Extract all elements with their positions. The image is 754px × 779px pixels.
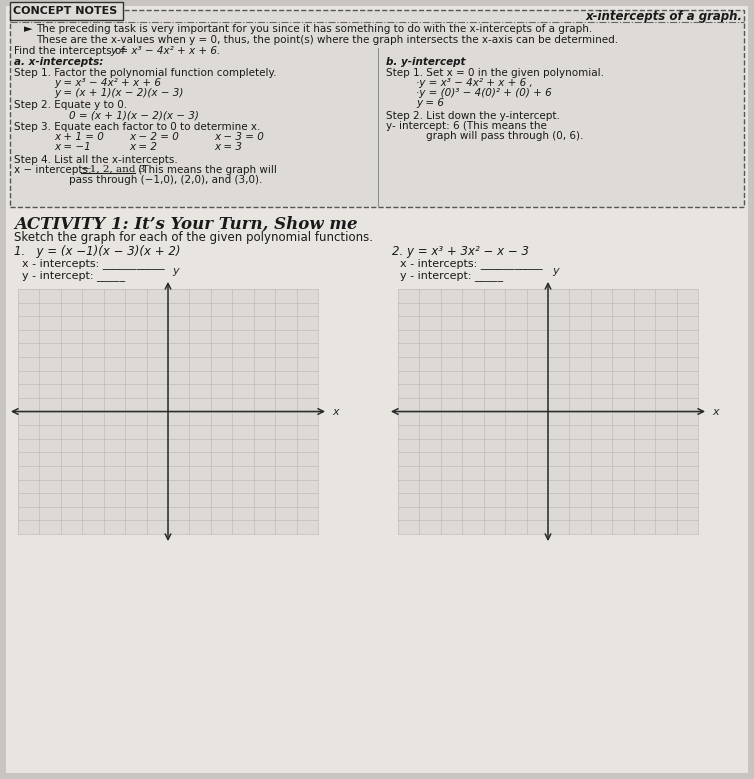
Text: −1, 2, and 3: −1, 2, and 3 bbox=[81, 165, 146, 174]
Text: x + 1 = 0: x + 1 = 0 bbox=[54, 132, 104, 142]
Text: a. x-intercepts:: a. x-intercepts: bbox=[14, 57, 103, 67]
Text: These are the x-values when y = 0, thus, the point(s) where the graph intersects: These are the x-values when y = 0, thus,… bbox=[36, 35, 618, 45]
Text: x − 3 = 0: x − 3 = 0 bbox=[214, 132, 264, 142]
Text: Step 1. Factor the polynomial function completely.: Step 1. Factor the polynomial function c… bbox=[14, 68, 277, 78]
Text: CONCEPT NOTES: CONCEPT NOTES bbox=[13, 6, 118, 16]
Text: y = x³ − 4x² + x + 6: y = x³ − 4x² + x + 6 bbox=[54, 78, 161, 88]
Text: y = 6: y = 6 bbox=[416, 98, 444, 108]
Text: x: x bbox=[712, 407, 719, 417]
Text: ACTIVITY 1: It’s Your Turn, Show me: ACTIVITY 1: It’s Your Turn, Show me bbox=[14, 216, 357, 233]
Bar bbox=[18, 289, 318, 534]
Text: Step 2. List down the y-intercept.: Step 2. List down the y-intercept. bbox=[386, 111, 560, 121]
Bar bbox=[398, 289, 698, 534]
Text: y: y bbox=[172, 266, 179, 276]
Text: ►: ► bbox=[24, 24, 32, 34]
Text: y: y bbox=[552, 266, 559, 276]
Text: x - intercepts: ___________: x - intercepts: ___________ bbox=[22, 258, 164, 269]
Text: ·y = (0)³ − 4(0)² + (0) + 6: ·y = (0)³ − 4(0)² + (0) + 6 bbox=[416, 88, 552, 98]
Text: y = x³ − 4x² + x + 6.: y = x³ − 4x² + x + 6. bbox=[110, 46, 220, 56]
Text: The preceding task is very important for you since it has something to do with t: The preceding task is very important for… bbox=[36, 24, 592, 34]
Bar bbox=[10, 10, 744, 207]
Bar bbox=[10, 2, 123, 20]
Text: Step 4. List all the x-intercepts.: Step 4. List all the x-intercepts. bbox=[14, 155, 178, 165]
Text: Step 1. Set x = 0 in the given polynomial.: Step 1. Set x = 0 in the given polynomia… bbox=[386, 68, 604, 78]
Text: Step 3. Equate each factor to 0 to determine x.: Step 3. Equate each factor to 0 to deter… bbox=[14, 122, 260, 132]
Text: b. y-intercept: b. y-intercept bbox=[386, 57, 465, 67]
Text: x = −1: x = −1 bbox=[54, 142, 90, 152]
Text: x = 2: x = 2 bbox=[129, 142, 157, 152]
Text: Step 2. Equate y to 0.: Step 2. Equate y to 0. bbox=[14, 100, 127, 110]
Text: y - intercept: _____: y - intercept: _____ bbox=[22, 270, 125, 281]
Text: 0 = (x + 1)(x − 2)(x − 3): 0 = (x + 1)(x − 2)(x − 3) bbox=[69, 110, 199, 120]
Text: y = (x + 1)(x − 2)(x − 3): y = (x + 1)(x − 2)(x − 3) bbox=[54, 88, 183, 98]
Text: y - intercept: _____: y - intercept: _____ bbox=[400, 270, 503, 281]
Text: pass through (−1,0), (2,0), and (3,0).: pass through (−1,0), (2,0), and (3,0). bbox=[69, 175, 262, 185]
Text: 1.   y = (x −1)(x − 3)(x + 2): 1. y = (x −1)(x − 3)(x + 2) bbox=[14, 245, 180, 258]
Text: 2. y = x³ + 3x² − x − 3: 2. y = x³ + 3x² − x − 3 bbox=[392, 245, 529, 258]
Text: x - intercepts: ___________: x - intercepts: ___________ bbox=[400, 258, 543, 269]
Text: x = 3: x = 3 bbox=[214, 142, 242, 152]
Text: Sketch the graph for each of the given polynomial functions.: Sketch the graph for each of the given p… bbox=[14, 231, 373, 244]
Text: Find the intercepts of: Find the intercepts of bbox=[14, 46, 128, 56]
Text: graph will pass through (0, 6).: graph will pass through (0, 6). bbox=[426, 131, 584, 141]
Text: x-intercepts of a graph.: x-intercepts of a graph. bbox=[585, 10, 742, 23]
Text: y- intercept: 6 (This means the: y- intercept: 6 (This means the bbox=[386, 121, 547, 131]
Text: x − intercepts:: x − intercepts: bbox=[14, 165, 95, 175]
Text: (This means the graph will: (This means the graph will bbox=[135, 165, 277, 175]
Text: x − 2 = 0: x − 2 = 0 bbox=[129, 132, 179, 142]
Text: x: x bbox=[332, 407, 339, 417]
Text: ·y = x³ − 4x² + x + 6 ,: ·y = x³ − 4x² + x + 6 , bbox=[416, 78, 533, 88]
